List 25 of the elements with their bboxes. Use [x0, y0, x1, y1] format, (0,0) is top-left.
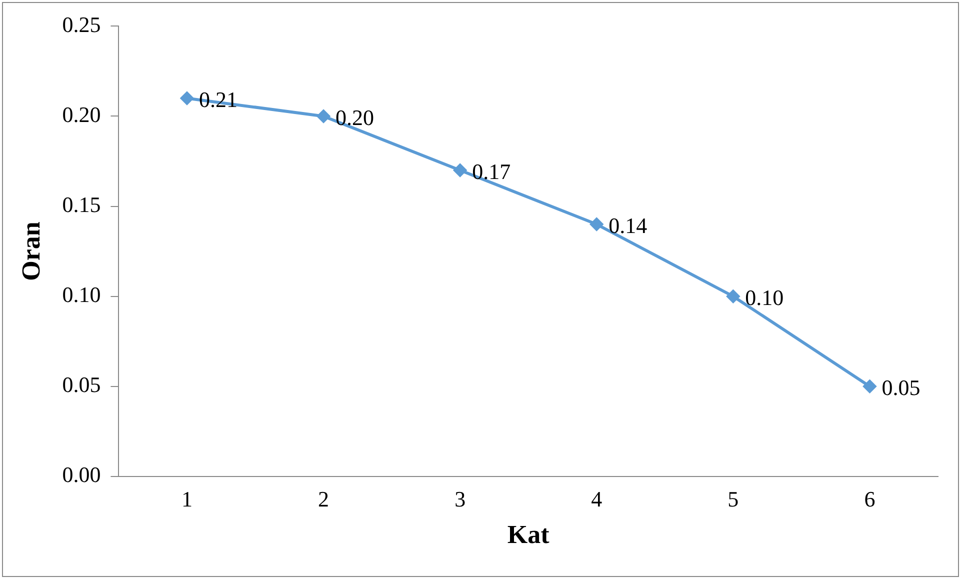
point — [863, 380, 876, 393]
x-tick-label: 2 — [318, 486, 330, 512]
data-label: 0.20 — [336, 105, 374, 130]
point — [590, 218, 604, 231]
data-label: 0.14 — [608, 213, 648, 238]
y-axis-title: Oran — [16, 221, 46, 281]
x-tick-label: 4 — [591, 486, 602, 512]
x-tick-label: 1 — [181, 486, 192, 512]
x-tick-label: 6 — [864, 486, 876, 512]
y-tick-label: 0.15 — [62, 192, 101, 218]
point — [180, 92, 194, 105]
point — [454, 164, 467, 177]
x-tick-label: 3 — [454, 486, 466, 512]
y-tick-label: 0.10 — [62, 282, 101, 308]
x-tick-label: 5 — [728, 486, 739, 512]
data-label: 0.05 — [882, 375, 920, 400]
point — [317, 110, 330, 123]
x-axis-title: Kat — [507, 520, 550, 550]
y-tick-label: 0.20 — [62, 102, 101, 128]
y-tick-label: 0.25 — [62, 12, 101, 37]
y-tick-label: 0.05 — [62, 372, 101, 398]
data-label: 0.17 — [472, 159, 511, 184]
data-label: 0.10 — [745, 285, 784, 310]
y-tick-label: 0.00 — [62, 462, 101, 488]
point — [726, 290, 740, 303]
